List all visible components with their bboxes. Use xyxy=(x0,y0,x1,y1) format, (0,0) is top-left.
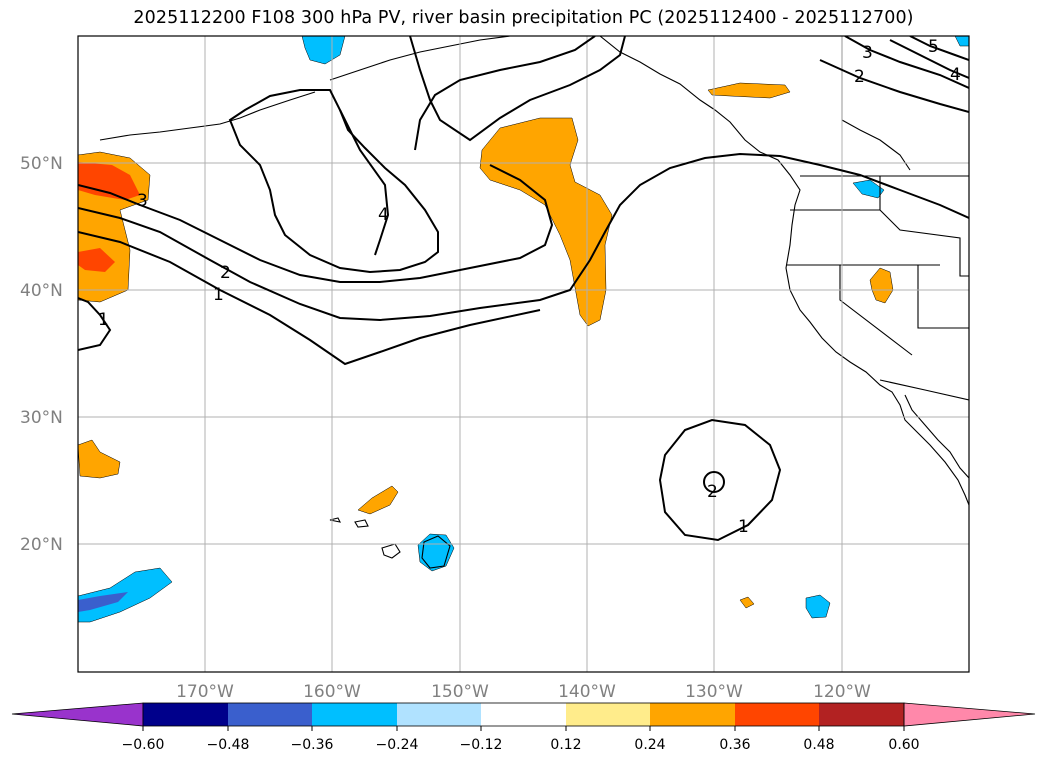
idaho-negative xyxy=(852,179,885,199)
contour-label: 5 xyxy=(928,37,939,57)
contour-ridge-2b xyxy=(414,36,596,151)
west-strong-core-2 xyxy=(78,248,115,272)
colorbar-segment xyxy=(312,703,397,726)
map-title: 2025112200 F108 300 hPa PV, river basin … xyxy=(133,8,914,28)
lat-label: 40°N xyxy=(20,281,63,301)
contour-1 xyxy=(78,231,541,366)
idaho-border xyxy=(879,176,969,277)
aleutians xyxy=(99,91,316,141)
contour-label: 2 xyxy=(854,67,865,87)
contour-4 xyxy=(228,89,439,274)
contour-label: 1 xyxy=(738,517,749,537)
mexico-border xyxy=(879,379,969,401)
contour-ne-3 xyxy=(844,36,969,89)
nv-border xyxy=(839,265,913,356)
contour-label: 4 xyxy=(950,65,961,85)
colorbar-tick-label: −0.60 xyxy=(122,737,165,753)
contour-label: 1 xyxy=(213,285,224,305)
colorbar-segment xyxy=(481,703,566,726)
contour-1-hook xyxy=(78,297,112,351)
colorbar-tick-label: 0.60 xyxy=(888,737,919,753)
lon-label: 140°W xyxy=(558,682,616,702)
lon-label: 170°W xyxy=(176,682,234,702)
lon-label: 130°W xyxy=(685,682,743,702)
colorbar: −0.60 −0.48 −0.36 −0.24 −0.12 0.12 0.24 … xyxy=(11,702,1036,753)
contour-label: 2 xyxy=(707,482,718,502)
south-negative xyxy=(805,594,831,619)
contour-label: 4 xyxy=(378,205,389,225)
corner-negative xyxy=(954,36,969,47)
positive-blob-25n xyxy=(78,439,121,479)
hawaii-islands xyxy=(329,517,451,569)
colorbar-extend-max xyxy=(903,702,1036,727)
colorbar-segment xyxy=(819,703,904,726)
west-strong-core xyxy=(78,162,140,200)
contour-subtropical-2 xyxy=(703,471,725,493)
baja-coast xyxy=(904,394,969,479)
hawaii-positive xyxy=(357,485,399,515)
na-west-coast xyxy=(599,36,969,506)
colorbar-segment xyxy=(566,703,650,726)
colorbar-tick-label: 0.12 xyxy=(550,737,581,753)
colorbar-tick-label: −0.12 xyxy=(460,737,503,753)
latitude-labels: 50°N 40°N 30°N 20°N xyxy=(20,154,63,555)
lon-label: 160°W xyxy=(303,682,361,702)
colorbar-segment xyxy=(735,703,819,726)
colorbar-segment xyxy=(143,703,228,726)
lon-label: 120°W xyxy=(813,682,871,702)
contour-ridge-2 xyxy=(409,36,626,142)
alaska-coast xyxy=(329,36,511,81)
colorbar-extend-min xyxy=(11,702,144,727)
colorbar-tick-label: 0.24 xyxy=(634,737,665,753)
colorbar-ticks xyxy=(142,726,905,731)
lon-label: 150°W xyxy=(431,682,489,702)
south-small-positive xyxy=(739,596,755,609)
colorbar-tick-label: −0.36 xyxy=(291,737,334,753)
lat-label: 30°N xyxy=(20,408,63,428)
contour-ne-4 xyxy=(889,39,969,79)
contour-label: 3 xyxy=(862,43,873,63)
contour-outer-ridge xyxy=(339,109,390,256)
map-frame xyxy=(77,35,970,673)
colorbar-frame xyxy=(142,702,905,727)
contour-subtropical-1 xyxy=(658,418,782,542)
colorbar-tick-label: 0.48 xyxy=(803,737,834,753)
longitude-labels: 170°W 160°W 150°W 140°W 130°W 120°W xyxy=(176,682,871,702)
colorbar-segment xyxy=(228,703,312,726)
contour-west-3 xyxy=(78,164,554,283)
contour-ne-5 xyxy=(909,36,969,61)
contour-ne-2 xyxy=(819,59,969,113)
colorbar-segment xyxy=(397,703,481,726)
coastlines xyxy=(99,36,969,506)
contour-label: 2 xyxy=(220,263,231,283)
lat-label: 50°N xyxy=(20,154,63,174)
southwest-strong-negative xyxy=(78,592,128,612)
colorbar-tick-label: −0.48 xyxy=(207,737,250,753)
alaska-positive xyxy=(707,82,791,99)
contour-2 xyxy=(78,152,969,322)
colorbar-tick-label: 0.36 xyxy=(719,737,750,753)
contour-label: 3 xyxy=(137,191,148,211)
colorbar-segment xyxy=(650,703,735,726)
lat-label: 20°N xyxy=(20,535,63,555)
contour-label: 1 xyxy=(98,310,109,330)
colorbar-tick-label: −0.24 xyxy=(376,737,419,753)
pv-contours xyxy=(78,36,969,542)
nevada-positive xyxy=(869,267,894,304)
az-border xyxy=(917,265,969,329)
top-negative xyxy=(301,36,346,65)
contour-labels: 3 4 2 1 1 3 5 2 4 2 1 xyxy=(98,37,961,537)
